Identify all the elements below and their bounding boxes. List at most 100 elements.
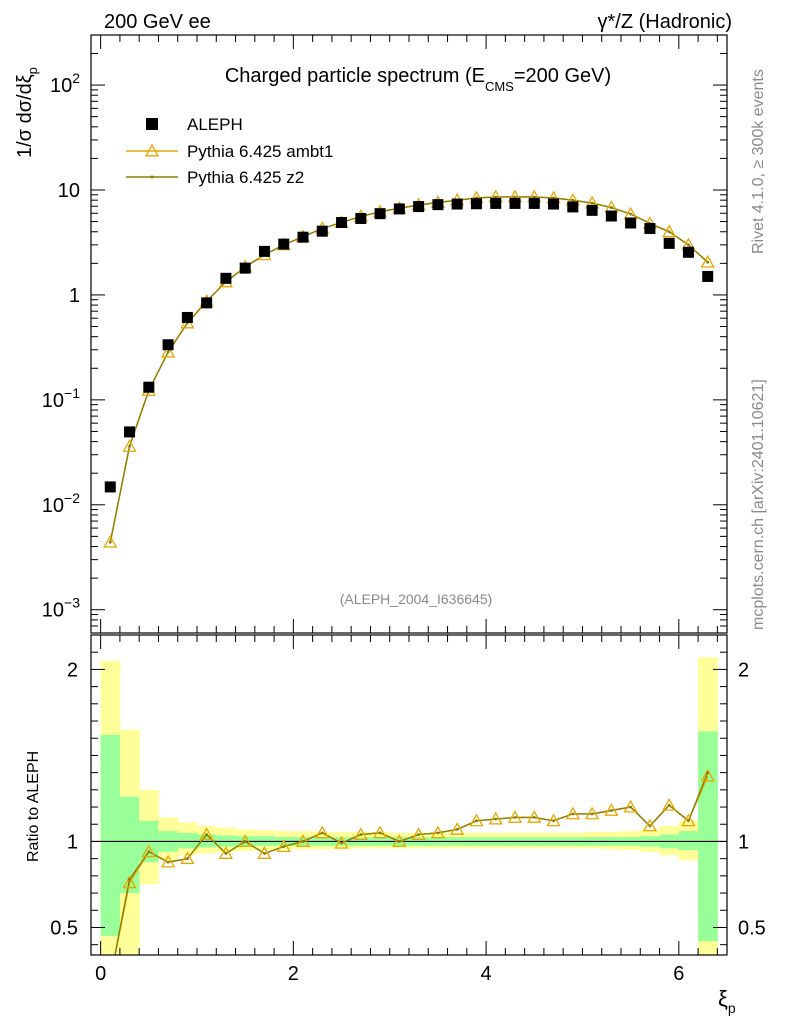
aleph-data-point — [162, 339, 174, 351]
z2-point — [494, 195, 498, 199]
ratio-axis-ticks: 0.5 0.5 1 1 2 2 0 2 4 6 — [50, 635, 766, 985]
x-axis-label-text: ξ — [718, 986, 728, 1011]
main-y-tick-exponent: 2 — [72, 70, 80, 86]
ambt1-ratio-point — [662, 797, 677, 811]
z2-ratio-point — [378, 831, 382, 835]
aleph-data-point — [586, 204, 598, 216]
ambt1-ratio-point — [565, 806, 580, 820]
aleph-data-point — [625, 217, 637, 229]
z2-ratio-point — [147, 850, 151, 854]
z2-ratio-point — [128, 877, 131, 881]
z2-ratio-point — [185, 857, 189, 861]
ambt1-ratio-point — [315, 825, 330, 839]
chart-title-end: =200 GeV) — [514, 65, 611, 87]
ambt1-ratio-point — [488, 811, 503, 825]
aleph-data-point — [393, 203, 405, 215]
x-tick-label: 6 — [673, 963, 684, 985]
chart-title-main: Charged particle spectrum (E — [225, 65, 485, 87]
ambt1-ratio-point — [584, 806, 600, 820]
aleph-data-point — [470, 198, 482, 210]
ambt1-ratio-point — [141, 844, 156, 858]
ratio-stat-band-bin — [177, 832, 198, 849]
z2-ratio-point — [475, 819, 478, 823]
z2-point — [513, 195, 517, 199]
aleph-data-point — [316, 225, 328, 237]
ambt1-ratio-point — [450, 822, 465, 835]
aleph-data-point — [297, 231, 309, 243]
legend-aleph-label: ALEPH — [187, 115, 243, 134]
z2-point — [706, 260, 710, 264]
ambt1-point — [160, 344, 176, 358]
ambt1-point — [700, 254, 715, 268]
aleph-data-point — [104, 481, 116, 493]
aleph-data-point — [278, 238, 290, 250]
z2-point — [532, 195, 536, 199]
z2-ratio-point — [397, 840, 401, 843]
aleph-data-point — [336, 217, 348, 229]
z2-point — [590, 201, 594, 205]
legend-ambt1-marker — [144, 143, 160, 157]
aleph-data-point — [181, 311, 193, 323]
chart-title-sub: CMS — [485, 79, 514, 94]
ambt1-ratio-point — [642, 818, 658, 832]
ambt1-line — [109, 196, 709, 543]
aleph-data-point — [451, 198, 463, 210]
aleph-data-point — [258, 245, 270, 257]
legend-z2-label: Pythia 6.425 z2 — [187, 168, 304, 187]
z2-ratio-point — [706, 771, 710, 775]
legend: ALEPH Pythia 6.425 ambt1 Pythia 6.425 z2 — [126, 115, 333, 187]
ambt1-ratio-point — [372, 825, 388, 839]
ratio-y-axis-label: Ratio to ALEPH — [25, 751, 42, 862]
main-y-tick-label: 10−3 — [42, 595, 80, 622]
z2-ratio-point — [552, 819, 555, 823]
main-y-tick-exponent: −1 — [64, 385, 80, 401]
ambt1-ratio-point — [218, 846, 234, 859]
main-y-tick-label: 10−1 — [42, 385, 80, 412]
aleph-data-point — [374, 208, 386, 220]
main-y-tick-label: 10 — [58, 180, 80, 202]
main-y-tick-mantissa: 10 — [42, 600, 64, 622]
main-plot-marks — [103, 189, 715, 548]
z2-ratio-point — [205, 833, 209, 836]
z2-point — [609, 206, 613, 209]
ratio-stat-band-bin — [678, 831, 699, 851]
z2-ratio-point — [513, 815, 517, 819]
x-tick-label: 0 — [95, 963, 106, 985]
z2-ratio-point — [340, 841, 343, 845]
z2-ratio-point — [629, 805, 633, 809]
x-axis-label: ξp — [718, 986, 736, 1016]
ratio-y-tick-label-left: 1 — [67, 831, 78, 853]
ratio-stat-band-bin — [100, 734, 121, 937]
analysis-watermark: (ALEPH_2004_I636645) — [340, 591, 493, 607]
ratio-stat-band-bin — [119, 796, 140, 894]
z2-ratio-point — [224, 852, 228, 855]
ambt1-ratio-point — [604, 803, 619, 816]
aleph-data-point — [490, 197, 502, 209]
aleph-data-point — [663, 237, 675, 249]
ambt1-point — [662, 224, 677, 238]
legend-aleph-marker — [146, 118, 158, 130]
z2-point — [667, 230, 671, 234]
ambt1-ratio-point — [681, 813, 696, 827]
mcplots-label: mcplots.cern.ch [arXiv:2401.10621] — [750, 379, 767, 630]
aleph-data-point — [143, 381, 155, 393]
aleph-data-point — [124, 426, 136, 438]
legend-z2-marker — [150, 175, 154, 179]
aleph-data-point — [567, 201, 579, 213]
ambt1-ratio-point — [527, 810, 542, 823]
ambt1-ratio-point — [180, 851, 195, 865]
z2-line — [109, 196, 709, 543]
aleph-data-point — [413, 201, 425, 213]
chart-title: Charged particle spectrum (ECMS=200 GeV) — [225, 65, 611, 94]
legend-ambt1-label: Pythia 6.425 ambt1 — [187, 142, 333, 161]
x-tick-label: 2 — [288, 963, 299, 985]
ratio-plot-frame — [90, 634, 728, 956]
ambt1-ratio-point — [257, 846, 272, 859]
z2-ratio-point — [667, 803, 671, 807]
z2-ratio-point — [166, 860, 170, 864]
z2-ratio-point — [417, 833, 421, 836]
ambt1-ratio-point — [507, 810, 523, 823]
x-axis-label-sub: p — [728, 1000, 736, 1016]
